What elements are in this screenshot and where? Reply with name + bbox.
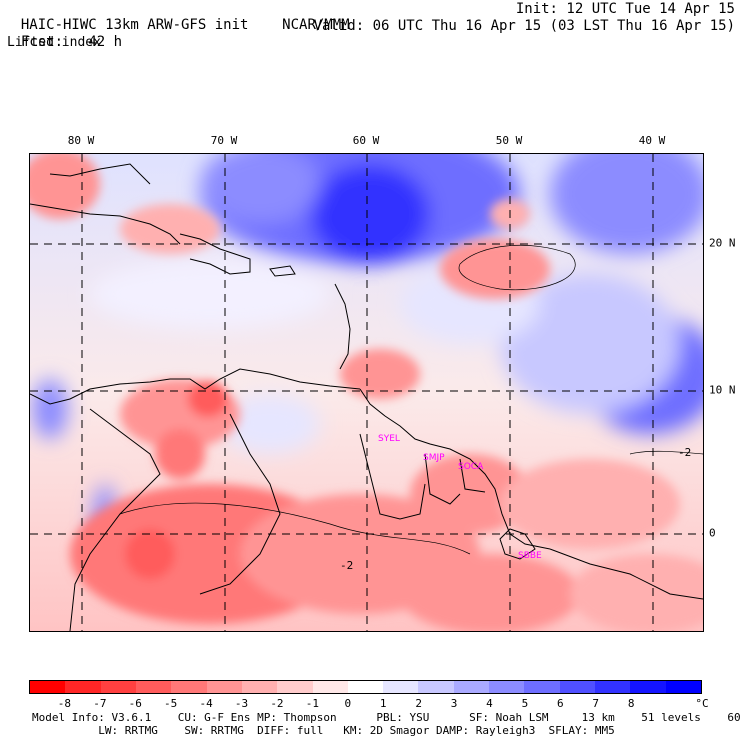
french-guiana-border [459,458,486,493]
lon-label-40w: 40 W [638,134,666,147]
colorbar-swatch [418,681,454,693]
colorbar-tick-label: 2 [415,697,422,710]
colorbar-tick-label: -1 [305,697,319,710]
colorbar-swatch [489,681,525,693]
colorbar-swatch [135,681,172,693]
colorbar-swatch [383,681,419,693]
contour-label: -2 [678,446,691,459]
colorbar-swatch [453,681,490,693]
colorbar-swatch [277,681,313,693]
cuba-coast [30,203,181,245]
contour-label: -2 [340,559,353,572]
suriname-border [424,453,461,505]
colorbar-tick-label: 6 [557,697,564,710]
colorbar-swatch [559,681,595,693]
colorbar-tick-label: 1 [379,697,387,710]
marajo-island [499,528,536,560]
station-label-soca: SOCA [458,462,484,472]
lat-lon-grid [30,154,703,631]
contour-line [119,502,471,555]
lat-label-10n: 10 N [709,383,736,397]
contour-line [458,244,576,291]
colorbar-tick-label: 5 [521,697,529,710]
south-america-north-coast [30,368,361,405]
colorbar-tick-label: -5 [164,697,178,710]
station-label-syel: SYEL [378,434,400,444]
contour-line [629,450,703,455]
colorbar-tick-label: 0 [344,697,352,710]
model-info-line1: Model Info: V3.6.1 CU: G-F Ens MP: Thomp… [32,711,740,724]
colorbar-tick-label: 8 [627,697,635,710]
forecast-hours: 42 h [88,34,123,50]
colorbar-swatch [206,681,242,693]
forecast-label: Fcst: [20,34,64,50]
li-contours [119,244,703,555]
colorbar-swatch [100,681,136,693]
lon-label-70w: 70 W [210,134,238,147]
station-label-sbbe: SBBE [518,551,542,561]
colorbar-swatch [630,681,666,693]
station-label-smjp: SMJP [423,453,445,463]
model-title: HAIC-HIWC 13km ARW-GFS init NCAR/MMM [4,1,350,33]
lon-label-80w: 80 W [67,134,95,147]
colorbar-swatch [347,681,384,693]
colorbar-swatch [312,681,348,693]
colorbar-tick-label: -3 [234,697,249,710]
forecast-time: Fcst: 42 h [4,18,122,50]
stable-regions [32,154,703,564]
colorbar-tick-label: 4 [486,697,493,710]
colorbar-tick-label: 7 [592,697,600,710]
lon-label-50w: 50 W [495,134,523,147]
colorbar-swatch [665,681,701,693]
map-canvas: -2 -2 SYEL SMJP SOCA SBBE [30,154,703,631]
andes-border [69,408,161,631]
colorbar-tick-label: -8 [57,697,72,710]
valid-time: Valid: 06 UTC Thu 16 Apr 15 (03 LST Thu … [313,18,735,34]
guyana-border [359,433,426,520]
lon-label-60w: 60 W [352,134,380,147]
colorbar-tick-label: -7 [93,697,107,710]
model-title-text: HAIC-HIWC 13km ARW-GFS init [20,17,249,33]
field-name: Lifted index [7,35,101,50]
colorbar [29,680,702,694]
init-time: Init: 12 UTC Tue 14 Apr 15 [515,1,735,17]
puerto-rico-coast [269,265,296,277]
colorbar-tick-label: -2 [270,697,284,710]
colorbar-unit: °C [695,697,709,710]
coastlines [30,163,703,631]
lesser-antilles [334,283,351,370]
hispaniola-coast [179,233,251,275]
colorbar-tick-label: -4 [199,697,213,710]
colorbar-tick-label: 3 [450,697,458,710]
colorbar-swatch [65,681,101,693]
cuba-north-coast [49,163,151,185]
model-info-line2: LW: RRTMG SW: RRTMG DIFF: full KM: 2D Sm… [32,724,615,737]
org-text: NCAR/MMM [282,17,350,33]
colorbar-swatch [241,681,278,693]
colorbar-swatch [30,681,66,693]
lifted-index-map: -2 -2 SYEL SMJP SOCA SBBE [29,153,704,632]
lat-label-0: 0 [709,526,716,540]
colorbar-swatch [171,681,207,693]
venezuela-border [199,413,281,595]
lat-label-20n: 20 N [709,236,736,250]
colorbar-tick-label: -6 [128,697,142,710]
colorbar-swatch [595,681,631,693]
unstable-regions [30,154,703,631]
brazil-coast [549,548,703,600]
colorbar-swatch [524,681,560,693]
